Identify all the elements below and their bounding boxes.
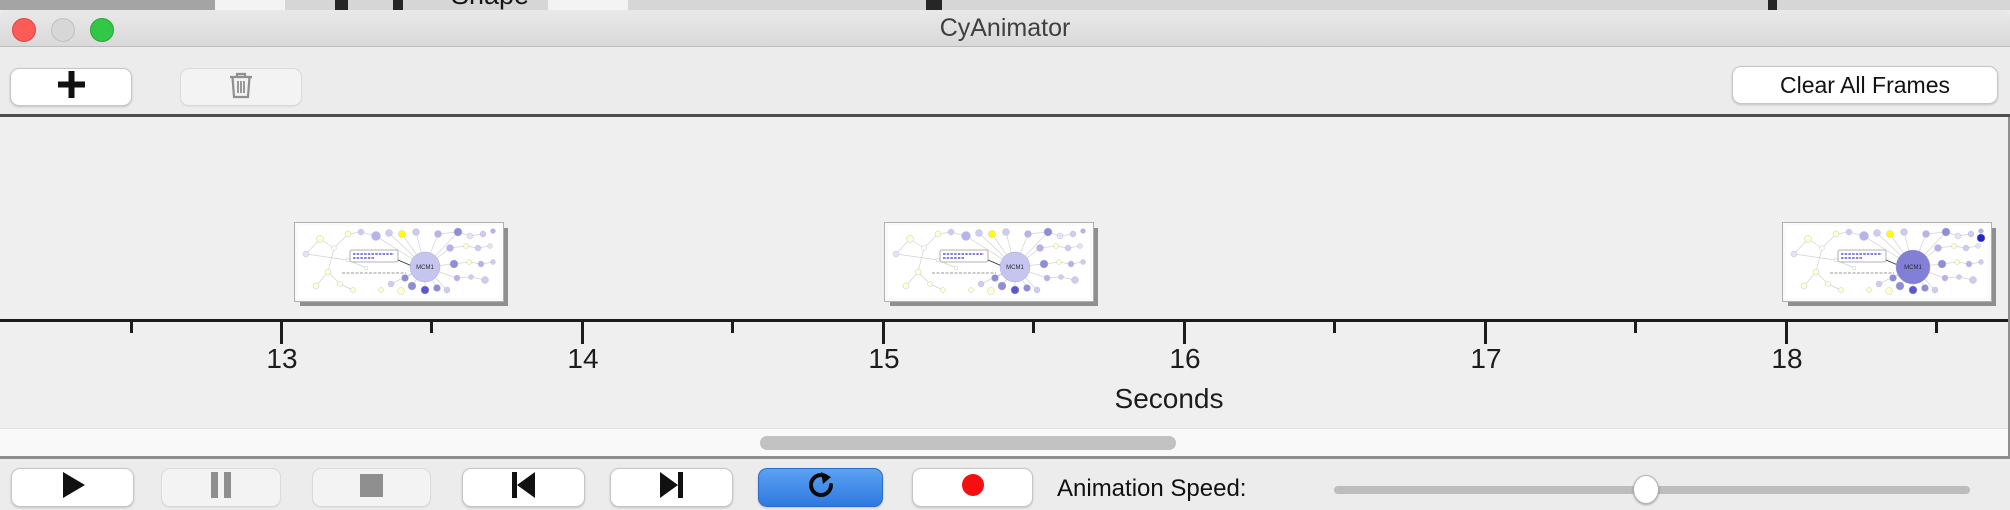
axis-tick-minor [430,322,433,333]
pause-button[interactable] [161,468,281,507]
play-button[interactable] [11,468,134,507]
loop-icon [807,471,835,504]
record-icon [961,473,985,502]
skip-to-end-icon [660,472,683,503]
delete-frame-button[interactable] [180,68,302,106]
stop-button[interactable] [312,468,431,507]
plus-icon [57,71,85,103]
axis-tick-minor [130,322,133,333]
axis-tick-major [280,322,283,344]
axis-tick-label: 14 [567,343,599,374]
axis-tick-minor [1935,322,1938,333]
background-window-fragment [335,0,348,10]
window-title: CyAnimator [939,14,1071,42]
background-window-strip: Shape [0,0,2010,10]
skip-to-start-button[interactable] [462,468,585,507]
trash-icon [228,71,254,104]
timeline-scrollbar[interactable] [0,428,2008,456]
axis-tick-major [1484,322,1487,344]
close-button[interactable] [12,18,36,42]
toolbar-divider [0,114,2010,117]
clear-all-frames-button[interactable]: Clear All Frames [1732,66,1998,104]
play-icon [61,472,85,503]
axis-tick-label: 16 [1169,343,1201,374]
axis-tick-major [581,322,584,344]
background-window-fragment [548,0,628,10]
clear-all-frames-label: Clear All Frames [1780,71,1950,98]
axis-tick-major [1785,322,1788,344]
frame-toolbar: Clear All Frames [0,47,2010,114]
frame-thumbnail[interactable]: MCM1 [884,222,1094,302]
timeline-panel[interactable]: MCM1 MCM1 MCM1 12 13 14 15 16 17 18 Seconds [0,117,2010,456]
axis-tick-label: 13 [266,343,298,374]
background-window-text: Shape [451,0,529,10]
axis-tick-label: 15 [868,343,900,374]
playback-controls: Animation Speed: [0,459,2010,510]
cyanimator-window: CyAnimator Clear All Frames [0,10,2010,510]
background-window-fragment [926,0,942,10]
axis-unit-label: Seconds [1114,383,1224,414]
animation-speed-label: Animation Speed: [1057,475,1247,502]
mcm1-node-label: MCM1 [1006,265,1024,271]
loop-button[interactable] [758,468,883,507]
axis-tick-minor [1634,322,1637,333]
pause-icon [211,472,231,503]
scrollbar-thumb[interactable] [760,436,1176,450]
axis-tick-minor [1032,322,1035,333]
axis-tick-minor [1333,322,1336,333]
animation-speed-slider-thumb[interactable] [1632,475,1659,504]
add-frame-button[interactable] [10,68,132,106]
minimize-button[interactable] [51,18,75,42]
axis-tick-label: 18 [1771,343,1803,374]
axis-tick-label: 12 [0,343,21,375]
record-button[interactable] [912,468,1033,507]
axis-tick-major [882,322,885,344]
skip-to-start-icon [512,472,535,503]
frame-thumbnail[interactable]: MCM1 [294,222,504,302]
title-bar[interactable]: CyAnimator [0,10,2010,47]
controls-divider [0,456,2010,459]
frame-thumbnail[interactable]: MCM1 [1782,222,1992,302]
zoom-button[interactable] [90,18,114,42]
background-window-fragment [1768,0,1777,10]
axis-tick-minor [731,322,734,333]
stop-icon [360,473,383,502]
background-window-fragment [393,0,403,10]
axis-tick-major [1183,322,1186,344]
axis-tick-label: 17 [1470,343,1502,374]
background-window-fragment [0,0,215,10]
mcm1-node-label: MCM1 [1904,265,1922,271]
skip-to-end-button[interactable] [610,468,733,507]
mcm1-node-label: MCM1 [416,265,434,271]
background-window-fragment [215,0,285,10]
timeline-axis [0,319,2008,322]
